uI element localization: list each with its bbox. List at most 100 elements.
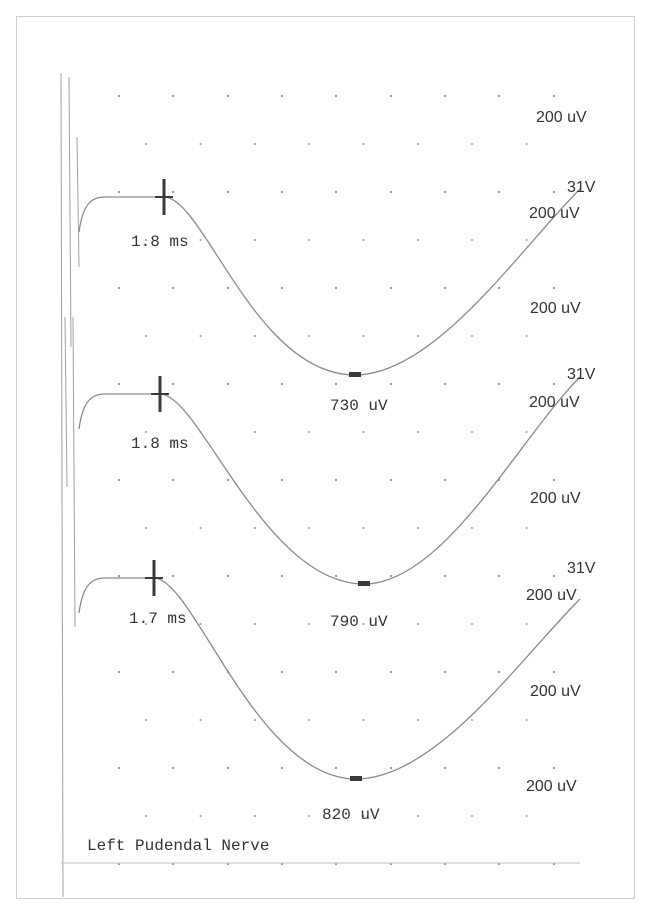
grid-dot <box>117 286 121 290</box>
grid-dot <box>117 574 121 578</box>
grid-dot <box>308 527 310 529</box>
grid-dot <box>552 190 556 194</box>
grid-dot <box>552 382 556 386</box>
grid-dot <box>417 335 419 337</box>
trace-1-label: 31V <box>567 179 596 196</box>
grid-dot <box>362 527 365 529</box>
grid-dot <box>145 335 147 337</box>
sensitivity-label-3: 200 uV <box>530 300 581 317</box>
grid-dot <box>226 574 230 578</box>
amplitude-label-1: 730 uV <box>330 397 388 415</box>
grid-dot <box>497 190 501 194</box>
waveform-trace-2 <box>78 376 581 585</box>
sensitivity-label-7: 200 uV <box>526 778 577 795</box>
grid-dot <box>199 623 202 625</box>
grid-dot <box>199 719 202 721</box>
grid-dot <box>254 815 256 817</box>
emg-waveform-plot: 200 uV 200 uV 200 uV 200 uV 200 uV 200 u… <box>60 72 596 898</box>
grid-dot <box>308 239 310 241</box>
grid-dot <box>334 478 338 482</box>
grid-dot <box>145 623 147 625</box>
amplitude-label-2: 790 uV <box>330 613 388 631</box>
grid-dot <box>389 94 393 98</box>
grid-dot <box>199 335 202 337</box>
grid-dot <box>226 286 230 290</box>
grid-dot <box>280 382 284 386</box>
grid-dot <box>417 719 419 721</box>
grid-dot <box>171 94 175 98</box>
grid-dot <box>471 527 473 529</box>
grid-dot <box>417 431 419 433</box>
grid-dot <box>145 431 147 433</box>
grid-dot <box>308 719 310 721</box>
grid-dot <box>254 143 256 145</box>
sensitivity-label-6: 200 uV <box>530 683 581 700</box>
latency-label-2: 1.8 ms <box>131 435 189 453</box>
grid-dot <box>525 527 528 529</box>
sensitivity-label-2: 200 uV <box>529 205 580 222</box>
grid-dot <box>552 286 556 290</box>
grid-dot <box>417 623 419 625</box>
grid-dot <box>443 286 447 290</box>
grid-dot <box>471 239 473 241</box>
grid-dot <box>171 478 175 482</box>
grid-dot <box>308 431 310 433</box>
stimulus-artifact-line <box>60 72 64 898</box>
grid-dot <box>389 670 393 674</box>
trace-2-label: 31V <box>567 366 596 383</box>
stimulus-artifact-line <box>64 316 68 488</box>
grid-dot <box>362 719 365 721</box>
grid-dot <box>254 527 256 529</box>
grid-dot <box>525 719 528 721</box>
grid-dot <box>199 527 202 529</box>
grid-dot <box>497 670 501 674</box>
grid-dot <box>552 574 556 578</box>
grid-dot <box>362 431 365 433</box>
figure-frame: 200 uV 200 uV 200 uV 200 uV 200 uV 200 u… <box>16 16 635 899</box>
grid-dot <box>443 574 447 578</box>
amplitude-marker-3 <box>350 776 362 781</box>
grid-dot <box>145 239 147 241</box>
grid-dot <box>334 574 338 578</box>
grid-dot <box>280 286 284 290</box>
amplitude-marker-1 <box>349 372 361 377</box>
grid-dot <box>525 815 528 817</box>
grid-dot <box>497 94 501 98</box>
grid-dot <box>117 382 121 386</box>
grid-dot <box>145 143 147 145</box>
grid-dot <box>471 143 473 145</box>
grid-dot <box>362 623 365 625</box>
grid-dot <box>280 94 284 98</box>
grid-dot <box>308 335 310 337</box>
grid-dot <box>145 815 147 817</box>
grid-dot <box>443 478 447 482</box>
grid-dot <box>443 766 447 770</box>
grid-dot <box>417 527 419 529</box>
grid-dot <box>443 670 447 674</box>
grid-dot <box>389 190 393 194</box>
sensitivity-label-4: 200 uV <box>529 394 580 411</box>
grid-dot <box>334 670 338 674</box>
grid-dot <box>389 286 393 290</box>
grid-dot <box>471 815 473 817</box>
grid-dot <box>171 382 175 386</box>
grid-dot <box>199 815 202 817</box>
grid-dot <box>552 766 556 770</box>
grid-dot <box>525 239 528 241</box>
grid-dot <box>417 815 419 817</box>
grid-dot <box>254 239 256 241</box>
amplitude-marker-2 <box>358 581 370 586</box>
grid-dot <box>171 574 175 578</box>
grid-dot <box>525 623 528 625</box>
grid-dots <box>117 94 556 866</box>
grid-dot <box>199 143 202 145</box>
grid-dot <box>308 815 310 817</box>
grid-dot <box>362 815 365 817</box>
grid-dot <box>226 190 230 194</box>
grid-dot <box>254 431 256 433</box>
grid-dot <box>417 239 419 241</box>
grid-dot <box>525 335 528 337</box>
grid-dot <box>334 94 338 98</box>
grid-dot <box>334 766 338 770</box>
grid-dot <box>171 190 175 194</box>
